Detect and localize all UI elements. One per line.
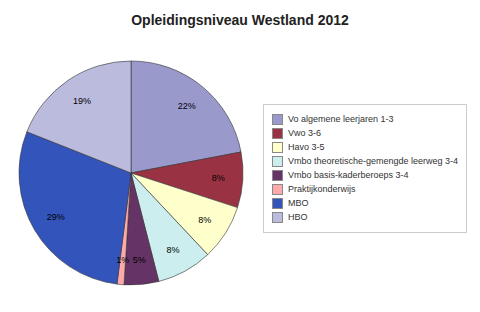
svg-text:5%: 5%	[133, 255, 146, 265]
svg-text:19%: 19%	[73, 96, 91, 106]
html-text:MBO: MBO	[287, 198, 309, 208]
html-text:Havo 3-5: Havo 3-5	[287, 142, 325, 152]
svg-text:8%: 8%	[198, 215, 211, 225]
svg-text:8%: 8%	[212, 173, 225, 183]
html-text:Praktijkonderwijs: Praktijkonderwijs	[287, 184, 356, 194]
html-text:Vwo 3-6: Vwo 3-6	[287, 128, 321, 138]
html-text:Vmbo basis-kaderberoeps 3-4: Vmbo basis-kaderberoeps 3-4	[287, 170, 409, 180]
svg-text:22%: 22%	[178, 101, 196, 111]
html-text:Vo algemene leerjaren 1-3: Vo algemene leerjaren 1-3	[287, 114, 394, 124]
svg-text:29%: 29%	[47, 212, 65, 222]
svg-text:1%: 1%	[116, 255, 129, 265]
html-text:Opleidingsniveau Westland 2012: Opleidingsniveau Westland 2012	[131, 12, 349, 28]
svg-text:8%: 8%	[167, 245, 180, 255]
html-text:Vmbo theoretische-gemengde lee: Vmbo theoretische-gemengde leerweg 3-4	[287, 156, 458, 166]
html-text:HBO: HBO	[287, 212, 308, 222]
